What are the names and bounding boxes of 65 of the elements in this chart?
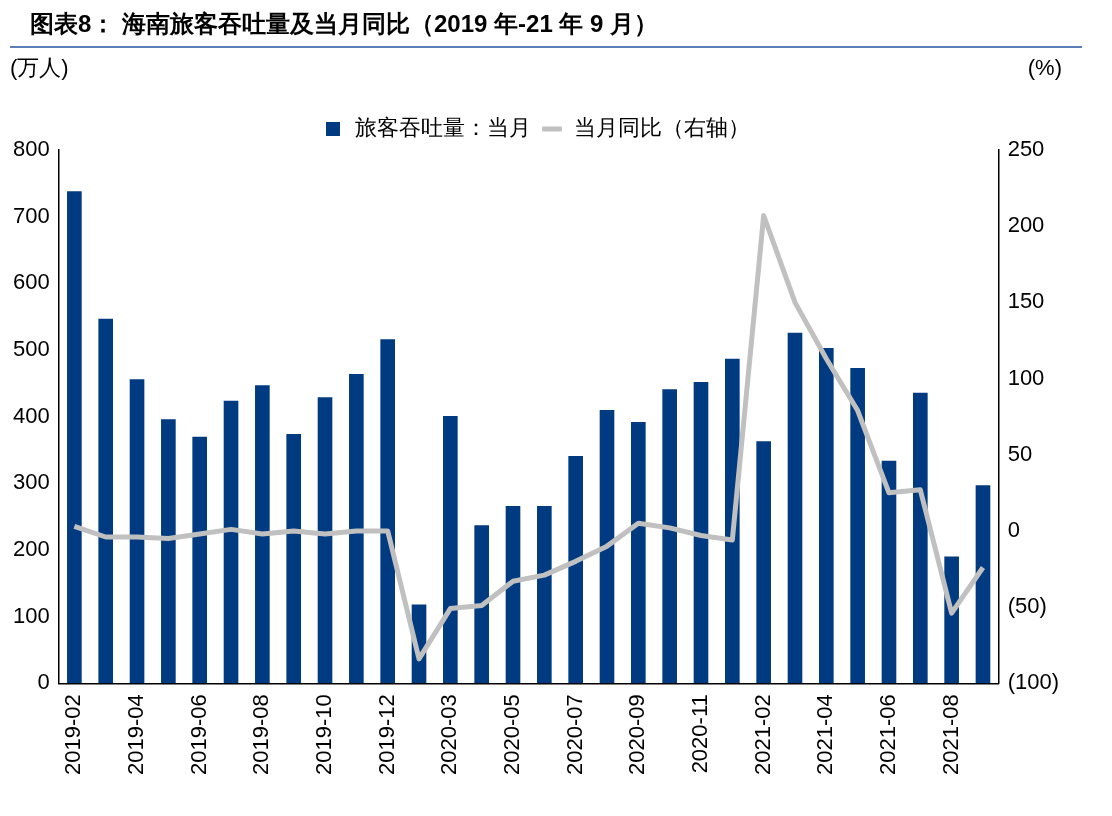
x-tick-label: 2019-12 (373, 694, 399, 776)
bar (317, 397, 333, 684)
x-tick-label: 2021-04 (812, 694, 838, 776)
y2-tick-label: 0 (1007, 516, 1020, 542)
y-tick-label: 600 (12, 269, 50, 295)
y2-tick-label: (50) (1007, 593, 1047, 619)
bar (662, 389, 677, 684)
x-tick-label: 2019-10 (311, 694, 337, 776)
x-tick-label: 2021-02 (749, 694, 775, 776)
y2-axis-title: (%) (1027, 55, 1062, 81)
bar (787, 332, 803, 684)
x-tick-label: 2020-09 (624, 694, 650, 776)
y-tick-label: 400 (12, 402, 50, 428)
y2-tick-label: (100) (1007, 669, 1059, 695)
bar (975, 485, 991, 684)
bar (286, 433, 302, 684)
y-tick-label: 800 (12, 136, 50, 162)
bar (255, 385, 270, 684)
x-tick-label: 2019-02 (60, 694, 86, 776)
legend-label: 当月同比（右轴） (574, 115, 750, 141)
bar (850, 367, 865, 684)
bar (67, 191, 82, 684)
bar (161, 419, 176, 684)
x-tick-label: 2020-11 (687, 694, 713, 774)
y2-tick-label: 200 (1007, 212, 1045, 238)
bar (443, 415, 458, 684)
y-tick-label: 100 (12, 602, 50, 628)
chart-title: 图表8： 海南旅客吞吐量及当月同比（2019 年-21 年 9 月） (10, 0, 1082, 48)
y-tick-label: 300 (12, 469, 50, 495)
legend-label: 旅客吞吐量：当月 (355, 115, 531, 141)
x-tick-label: 2019-06 (185, 694, 211, 776)
bar (129, 379, 145, 684)
y2-tick-label: 250 (1007, 136, 1045, 162)
bar (380, 339, 396, 684)
y-tick-label: 0 (37, 669, 50, 695)
bar (98, 318, 114, 684)
bar (725, 358, 740, 684)
bar (631, 421, 646, 684)
y2-tick-label: 50 (1007, 440, 1033, 466)
bar (505, 505, 521, 684)
x-tick-label: 2021-06 (875, 694, 901, 776)
y2-tick-label: 100 (1007, 364, 1045, 390)
y-tick-label: 200 (12, 536, 50, 562)
bar (223, 400, 239, 684)
x-tick-label: 2019-04 (123, 694, 149, 776)
bar (912, 392, 928, 684)
bar (693, 381, 709, 684)
bar (537, 505, 552, 684)
bar (474, 525, 489, 684)
bar (819, 347, 834, 684)
bar (349, 373, 364, 684)
y-tick-label: 500 (12, 336, 50, 362)
bar (568, 455, 583, 684)
x-tick-label: 2020-05 (499, 694, 525, 776)
bar (756, 441, 771, 684)
bar (881, 460, 897, 684)
bar (192, 436, 208, 684)
y2-tick-label: 150 (1007, 288, 1045, 314)
x-tick-label: 2021-08 (937, 694, 963, 776)
y-tick-label: 700 (12, 202, 50, 228)
x-tick-label: 2020-03 (436, 694, 462, 776)
bar (599, 409, 615, 684)
x-tick-label: 2020-07 (561, 694, 587, 776)
x-tick-label: 2019-08 (248, 694, 274, 776)
y-axis-title: (万人) (10, 55, 69, 81)
